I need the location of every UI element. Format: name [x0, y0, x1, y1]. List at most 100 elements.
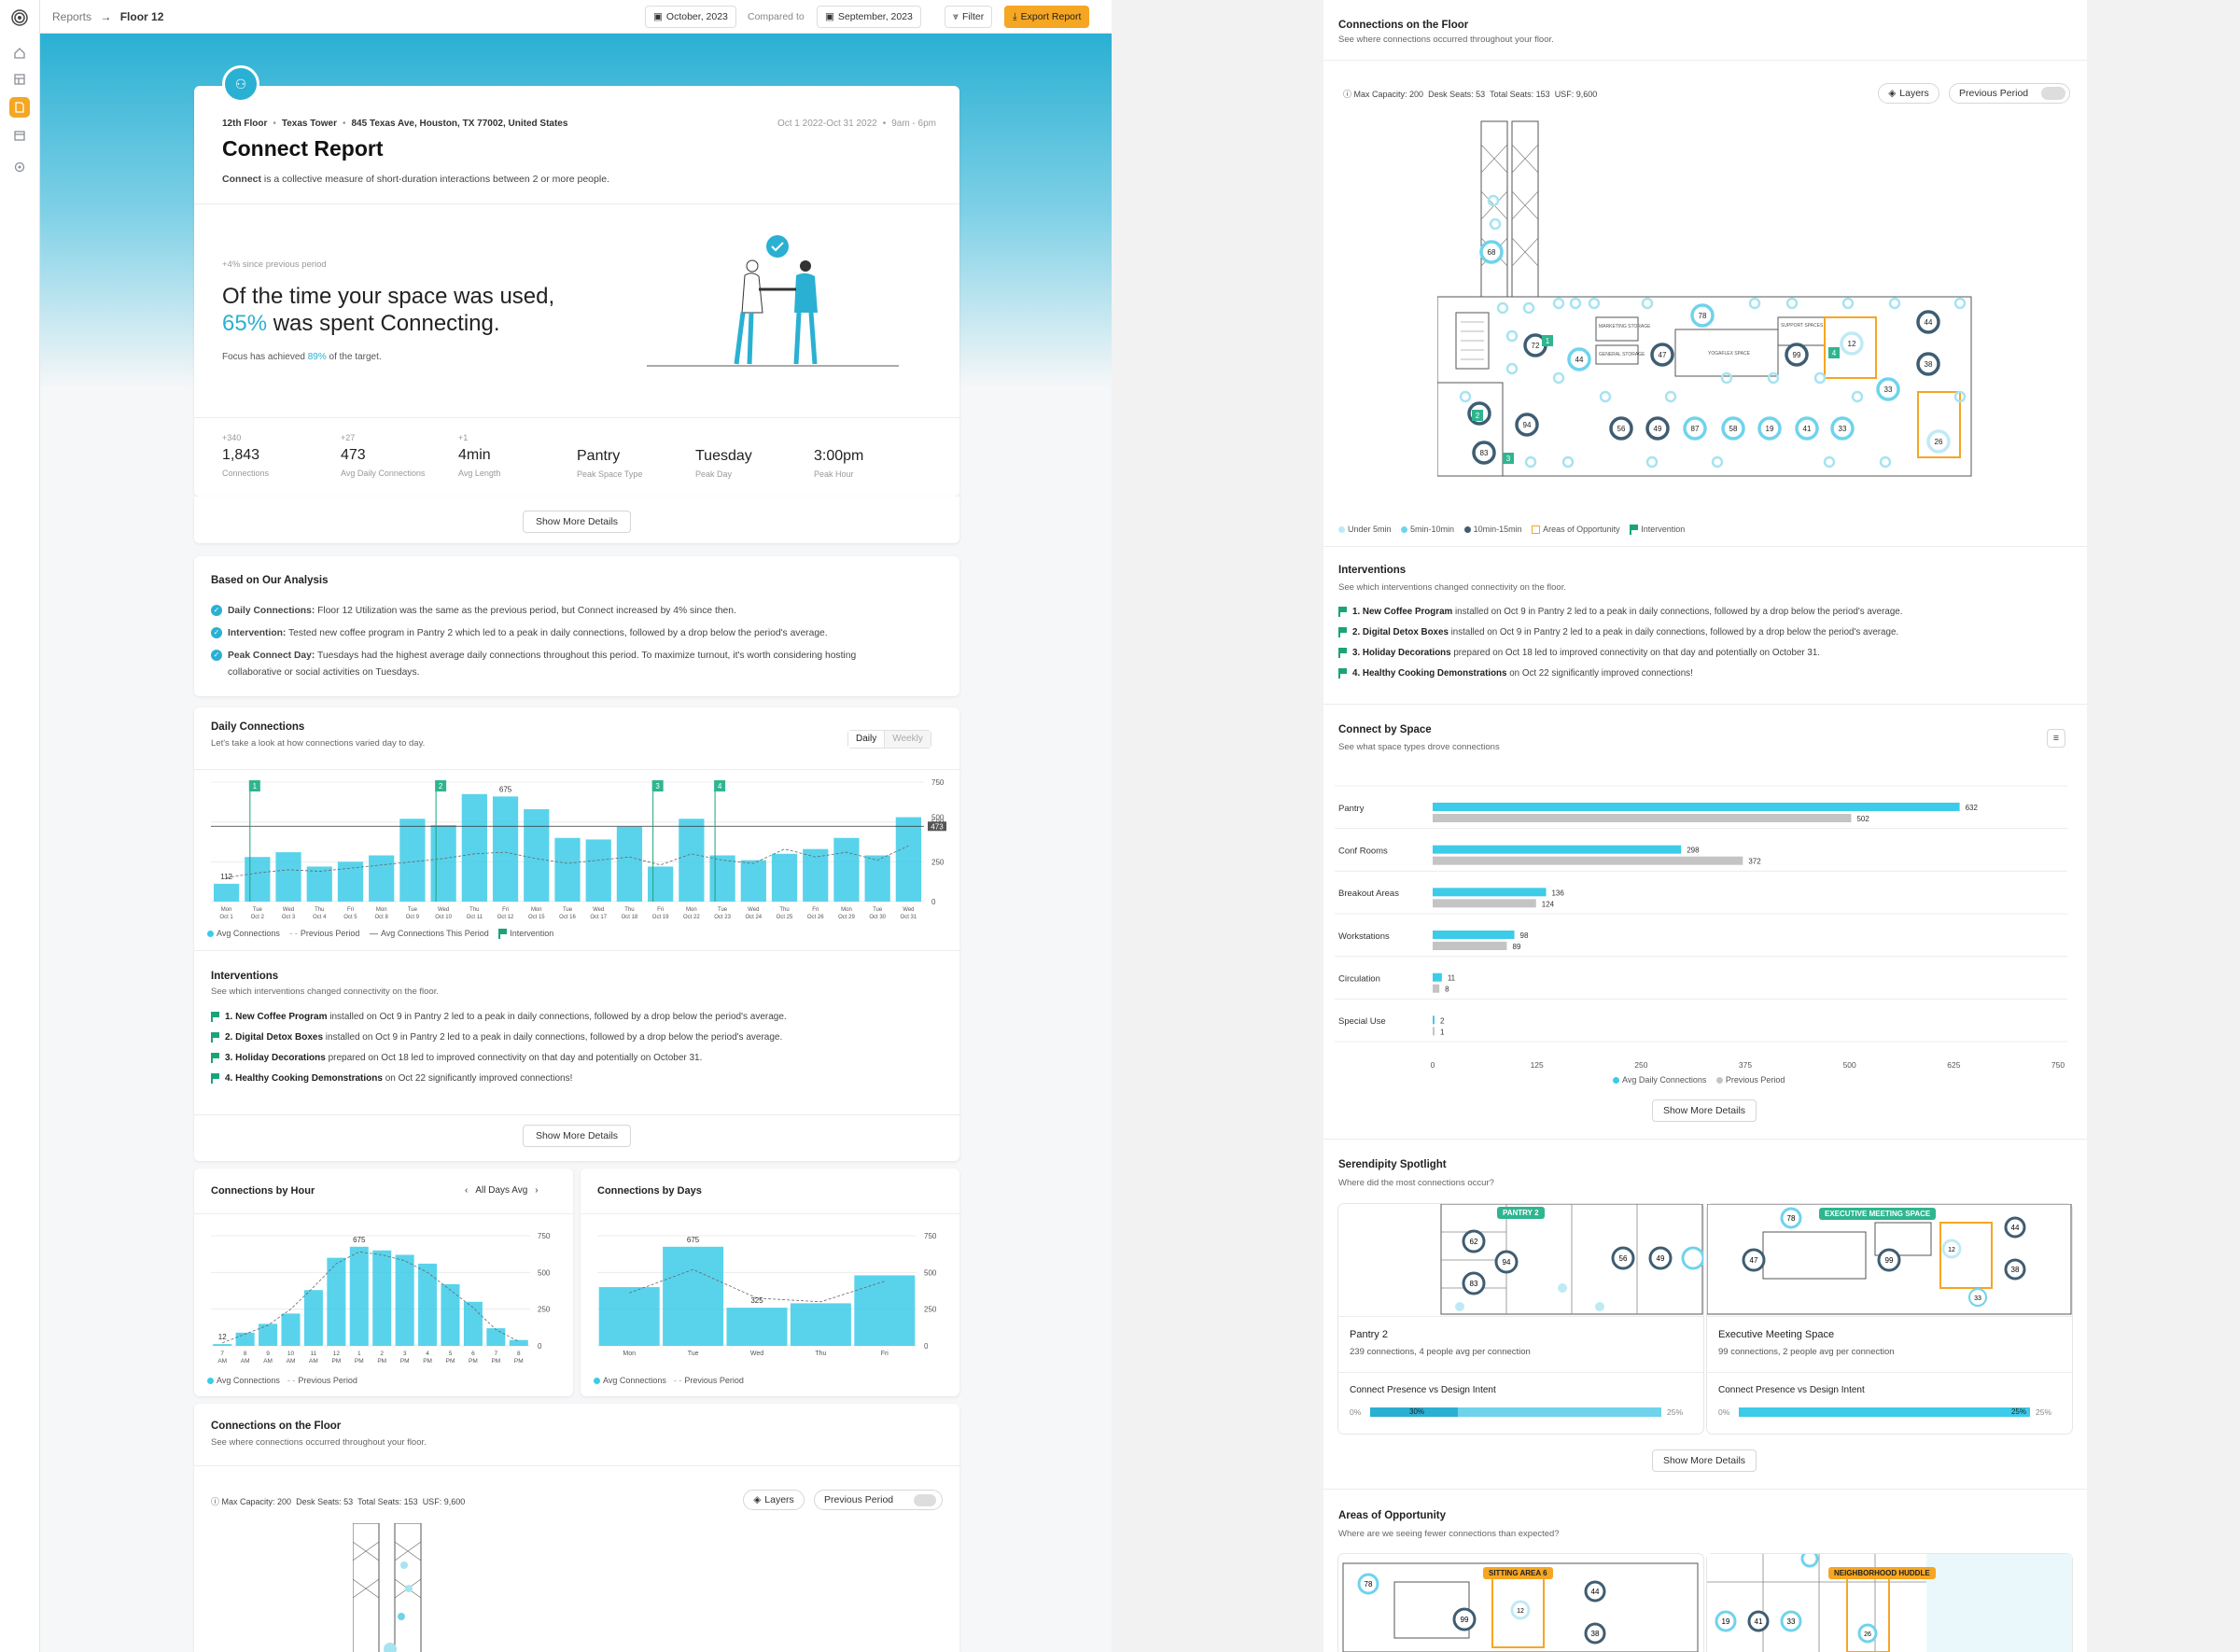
y-tick-label: 0 [538, 1342, 542, 1351]
compare-date-picker[interactable]: ▣ September, 2023 [817, 6, 921, 28]
layers-icon: ◈ [1888, 88, 1897, 99]
opportunity-card-sitting[interactable]: 78 99 12 44 38 SITTING AREA 6 [1338, 1554, 1703, 1652]
calendar-icon[interactable] [9, 125, 30, 146]
x-tick-label: PM [400, 1358, 410, 1365]
presence-bar-label: 25% [2010, 1407, 2026, 1416]
flag-icon [211, 1053, 219, 1064]
intervention-text: installed on Oct 9 in Pantry 2 led to a … [327, 1012, 787, 1023]
x-tick-label: Oct 29 [838, 915, 855, 920]
tab-weekly[interactable]: Weekly [885, 731, 931, 748]
x-tick-label: Mon [221, 907, 232, 913]
opportunity-card-huddle[interactable]: 19 41 33 26 NEIGHBORHOOD HUDDLE [1707, 1554, 2072, 1652]
legend-swatch [207, 931, 214, 938]
analysis-item-bold: Intervention: [228, 628, 287, 638]
svg-text:33: 33 [1787, 1617, 1796, 1626]
x-tick-label: 750 [2051, 1060, 2065, 1070]
opportunity-map: 78 99 12 44 38 [1342, 1562, 1699, 1652]
x-tick-label: Tue [563, 907, 573, 913]
connection-node-label: 56 [1617, 425, 1626, 433]
data-label: 12 [218, 1333, 227, 1341]
intervention-item: 2. Digital Detox Boxes installed on Oct … [1338, 627, 1902, 637]
svg-text:83: 83 [1470, 1280, 1478, 1288]
breadcrumb-reports[interactable]: Reports [52, 10, 92, 23]
small-connection-node [1496, 301, 1509, 315]
filter-label: Filter [961, 11, 985, 22]
kpi-peak-space: Pantry Peak Space Type [577, 443, 642, 479]
filter-lines-icon[interactable]: ≡ [2047, 729, 2065, 748]
connection-node-label: 26 [1935, 438, 1943, 446]
calendar-small-icon: ▣ [653, 11, 663, 22]
export-report-button[interactable]: ⤓ Export Report [1004, 6, 1090, 28]
connection-node [1916, 310, 1940, 334]
spotlight-name: Pantry 2 [1350, 1329, 1388, 1340]
legend-swatch [1613, 1077, 1619, 1085]
data-label: 298 [1687, 847, 1700, 855]
legend-label: Previous Period [300, 929, 360, 938]
by-hour-title: Connections by Hour [211, 1185, 315, 1197]
analysis-item-text: Floor 12 Utilization was the same as the… [315, 606, 736, 616]
check-icon: ✓ [211, 627, 222, 639]
x-tick-label: 8 [244, 1351, 247, 1357]
date-picker[interactable]: ▣ October, 2023 [645, 6, 736, 28]
divider [194, 417, 959, 418]
by-days-legend: Avg Connections - - Previous Period [594, 1376, 744, 1385]
toggle-switch[interactable] [914, 1494, 936, 1506]
divider [1707, 1316, 2072, 1317]
download-icon: ⤓ [1013, 10, 1017, 22]
home-icon[interactable] [9, 43, 30, 63]
layers-button-right[interactable]: ◈ Layers [1878, 83, 1939, 104]
legend-swatch [594, 1378, 600, 1385]
focus-post: of the target. [326, 352, 382, 362]
analysis-item: ✓ Daily Connections: Floor 12 Utilization… [211, 600, 948, 623]
show-more-button[interactable]: Show More Details [523, 1125, 631, 1147]
x-tick-label: Oct 1 [219, 915, 233, 920]
x-tick-label: Tue [873, 907, 883, 913]
x-tick-label: Oct 16 [559, 915, 576, 920]
calendar-small-icon: ▣ [825, 11, 834, 22]
intervention-marker-label: 1 [1546, 337, 1550, 345]
show-more-button[interactable]: Show More Details [1652, 1099, 1757, 1122]
svg-text:19: 19 [1722, 1617, 1730, 1626]
flag-icon [1338, 668, 1347, 679]
intervention-item: 4. Healthy Cooking Demonstrations on Oct… [211, 1073, 787, 1085]
x-tick-label: Tue [718, 907, 728, 913]
show-more-button[interactable]: Show More Details [523, 511, 631, 533]
divider [1707, 1372, 2072, 1373]
previous-period-toggle[interactable]: Previous Period [814, 1490, 943, 1510]
connections-by-days-chart: 0 250 500 750 Mon Tue Wed Thu Fri 675 325 [597, 1232, 937, 1357]
chevron-right-icon[interactable]: › [535, 1185, 539, 1196]
connection-node [1645, 416, 1670, 441]
x-tick-label: Oct 26 [807, 915, 824, 920]
toggle-switch[interactable] [2041, 87, 2065, 100]
chevron-left-icon[interactable]: ‹ [465, 1185, 469, 1196]
flag-icon [211, 1032, 219, 1043]
previous-period-toggle-right[interactable]: Previous Period [1949, 83, 2070, 104]
bar-current [1433, 973, 1442, 982]
layers-button[interactable]: ◈ Layers [743, 1490, 805, 1510]
layout-icon[interactable] [9, 69, 30, 90]
show-more-button[interactable]: Show More Details [1652, 1449, 1757, 1472]
logo-icon[interactable] [9, 7, 30, 28]
tab-daily[interactable]: Daily [848, 731, 886, 748]
divider [1323, 704, 2087, 705]
check-icon: ✓ [211, 650, 222, 662]
filter-button[interactable]: ⩔ Filter [945, 6, 993, 28]
spotlight-card-pantry[interactable]: 62 94 83 56 49 PANTRY 2 Pantry 2 239 con… [1338, 1204, 1703, 1434]
bar [275, 852, 301, 902]
flag-icon [211, 1012, 219, 1022]
floor-card-left: Connections on the Floor See where conne… [194, 1404, 959, 1652]
connection-node-label: 19 [1766, 425, 1774, 433]
settings-icon[interactable] [9, 157, 30, 177]
data-label: 675 [687, 1236, 700, 1244]
floor-stats: ⓘ Max Capacity: 200 Desk Seats: 53 Total… [211, 1495, 465, 1507]
kpi-value: 4min [458, 447, 491, 463]
intervention-flag-label: 1 [253, 782, 258, 791]
connection-node [1690, 303, 1715, 328]
data-label: 11 [1448, 974, 1456, 983]
bar [372, 1250, 392, 1346]
report-icon[interactable] [9, 97, 30, 118]
ref-label: 500 [931, 814, 945, 822]
analysis-item-bold: Daily Connections: [228, 606, 315, 616]
opportunity-sub: Where are we seeing fewer connections th… [1338, 1529, 1560, 1539]
spotlight-card-exec[interactable]: 78 47 99 12 44 38 33 EXECUTIVE MEETING S… [1707, 1204, 2072, 1434]
